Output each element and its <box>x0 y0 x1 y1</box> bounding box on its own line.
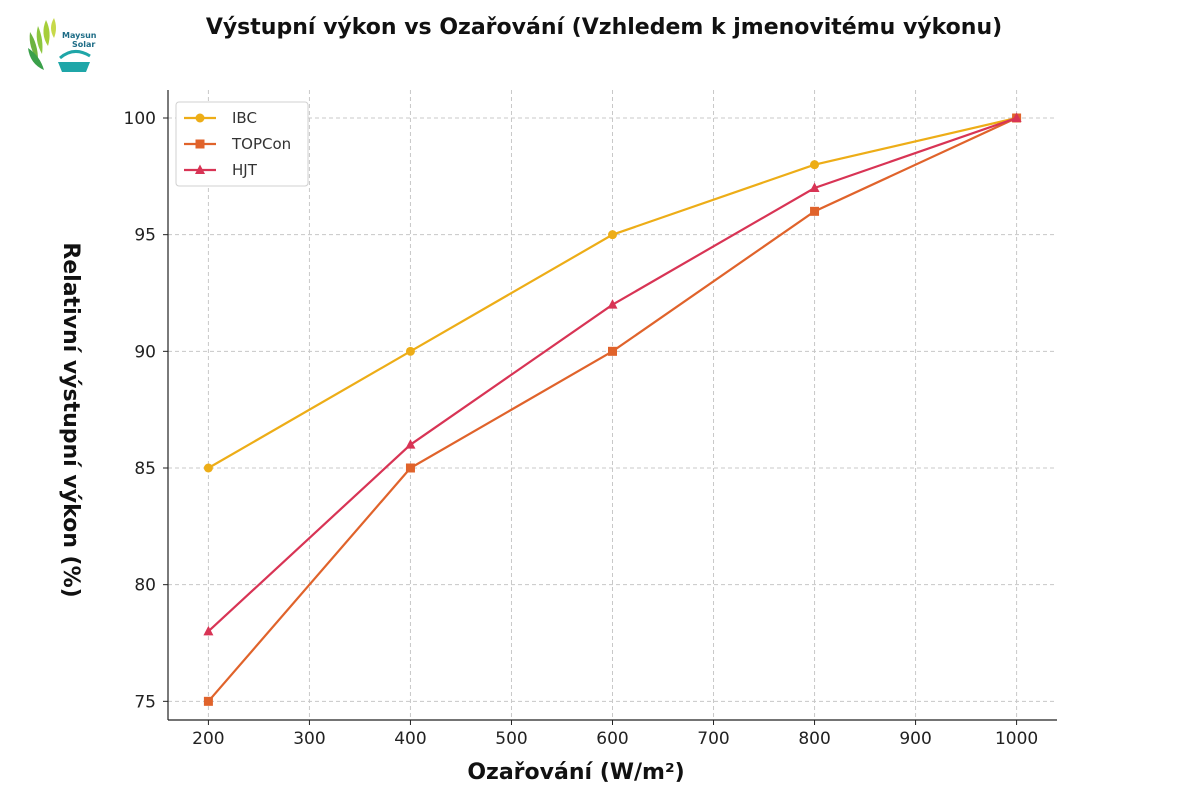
axes: 200 300 400 500 600 700 800 900 1000 75 80 85 90 95 10… <box>124 90 1057 749</box>
legend-ibc-label: IBC <box>232 109 257 127</box>
series-ibc-point <box>810 160 820 170</box>
series-ibc-point <box>405 346 415 356</box>
y-tick-label: 80 <box>134 576 156 596</box>
leaf-icon <box>28 18 56 70</box>
sun-icon <box>58 62 90 72</box>
x-tick-label: 900 <box>899 729 931 749</box>
logo-text-1: Maysun <box>62 31 97 40</box>
x-tick-label: 800 <box>798 729 830 749</box>
x-tick-label: 300 <box>293 729 325 749</box>
legend-hjt-label: HJT <box>232 161 258 179</box>
series-hjt-point <box>203 625 214 636</box>
chart-title: Výstupní výkon vs Ozařování (Vzhledem k … <box>206 15 1002 40</box>
series-hjt-point <box>405 439 416 449</box>
y-axis-label: Relativní výstupní výkon (%) <box>58 242 83 597</box>
series-hjt-point <box>809 182 820 192</box>
legend-hjt-marker <box>195 164 205 174</box>
y-tick-label: 100 <box>124 109 156 129</box>
legend-topcon-label: TOPCon <box>231 135 291 153</box>
series-hjt-point <box>607 299 618 309</box>
legend-box <box>175 101 309 187</box>
series-layer <box>203 112 1022 706</box>
legend-ibc-marker <box>195 113 205 123</box>
series-ibc-point <box>203 463 213 473</box>
series-ibc-point <box>608 230 617 240</box>
x-tick-label: 1000 <box>995 729 1038 749</box>
series-hjt-point <box>1011 112 1022 122</box>
y-tick-label: 75 <box>134 692 156 712</box>
x-tick-label: 400 <box>394 729 426 749</box>
y-tick-label: 90 <box>134 342 156 362</box>
x-tick-label: 600 <box>596 729 628 749</box>
series-topcon-point <box>203 696 213 706</box>
series-topcon-point <box>810 206 820 216</box>
series-topcon-point <box>608 346 617 356</box>
legend-topcon-marker <box>195 139 205 149</box>
x-tick-label: 500 <box>495 729 527 749</box>
x-axis-label: Ozařování (W/m²) <box>467 760 684 785</box>
series-topcon-point <box>405 463 415 473</box>
maysun-solar-logo: Maysun Solar <box>28 18 97 72</box>
y-tick-label: 85 <box>134 459 156 479</box>
legend: IBC TOPCon HJT <box>175 101 309 187</box>
logo-text-2: Solar <box>72 40 95 49</box>
x-tick-label: 200 <box>192 729 224 749</box>
y-tick-label: 95 <box>134 226 156 246</box>
x-tick-label: 700 <box>697 729 729 749</box>
grid <box>168 90 1057 720</box>
